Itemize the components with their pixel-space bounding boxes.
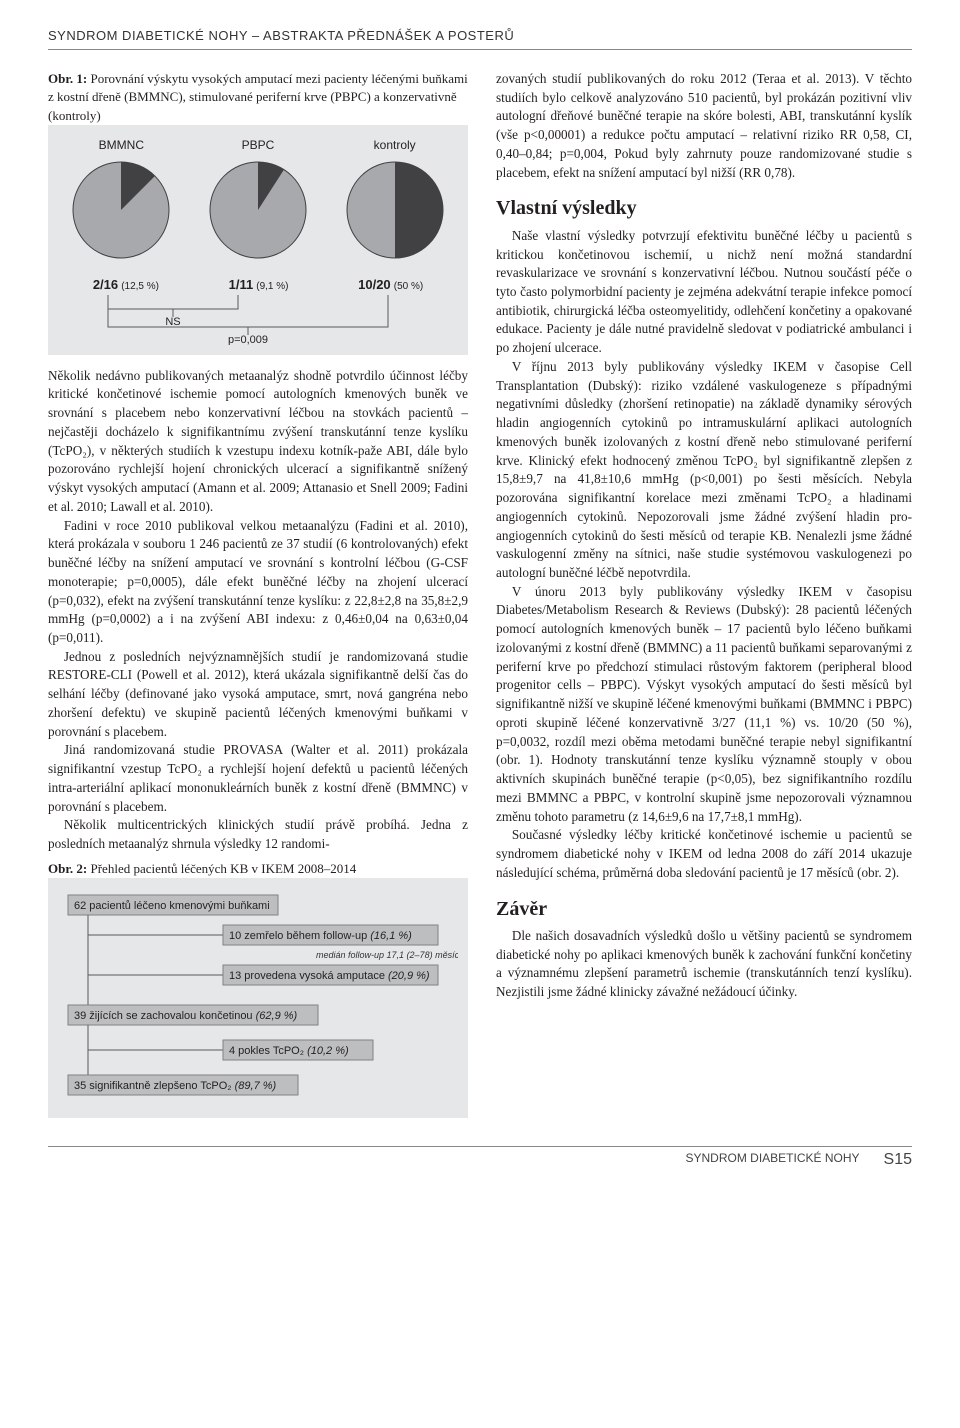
left-p2: Fadini v roce 2010 publikoval velkou met…: [48, 517, 468, 648]
heading-vlastni-vysledky: Vlastní výsledky: [496, 194, 912, 222]
right-p1: zovaných studií publikovaných do roku 20…: [496, 70, 912, 182]
right-column: zovaných studií publikovaných do roku 20…: [496, 70, 912, 1118]
svg-text:39 žijících se zachovalou konč: 39 žijících se zachovalou končetinou (62…: [74, 1010, 298, 1022]
svg-text:medián follow-up 17,1 (2–78) m: medián follow-up 17,1 (2–78) měsíců: [316, 950, 458, 960]
svg-text:p=0,009: p=0,009: [228, 334, 268, 345]
svg-text:13 provedena vysoká amputace (: 13 provedena vysoká amputace (20,9 %): [229, 970, 430, 982]
left-p4: Jiná randomizovaná studie PROVASA (Walte…: [48, 741, 468, 816]
stat-brackets: NS p=0,009: [58, 295, 458, 345]
footer-page: S15: [884, 1151, 912, 1169]
pie-pbpc: PBPC: [195, 137, 322, 266]
right-p3: V říjnu 2013 byly publikovány výsledky I…: [496, 358, 912, 583]
fig1-caption: Obr. 1: Porovnání výskytu vysokých amput…: [48, 70, 468, 125]
right-p2: Naše vlastní výsledky potvrzují efektivi…: [496, 227, 912, 358]
stat-bmmnc: 2/16 (12,5 %): [93, 276, 159, 295]
page-header: SYNDROM DIABETICKÉ NOHY – ABSTRAKTA PŘED…: [48, 28, 912, 50]
fig2-chart: 62 pacientů léčeno kmenovými buňkami 10 …: [48, 878, 468, 1118]
right-p4: V únoru 2013 byly publikovány výsledky I…: [496, 583, 912, 827]
left-p1: Několik nedávno publikovaných metaanalýz…: [48, 367, 468, 517]
svg-text:4 pokles TcPO₂ (10,2 %): 4 pokles TcPO₂ (10,2 %): [229, 1045, 349, 1057]
right-p5: Současné výsledky léčby kritické končeti…: [496, 826, 912, 882]
svg-text:35 signifikantně zlepšeno TcPO: 35 signifikantně zlepšeno TcPO₂ (89,7 %): [74, 1080, 277, 1092]
left-column: Obr. 1: Porovnání výskytu vysokých amput…: [48, 70, 468, 1118]
stat-kontroly: 10/20 (50 %): [358, 276, 423, 295]
pie-icon: [71, 160, 171, 260]
page-footer: SYNDROM DIABETICKÉ NOHY S15: [48, 1146, 912, 1169]
svg-text:NS: NS: [165, 316, 180, 328]
fig1-chart: BMMNC PBPC kontroly: [48, 125, 468, 354]
right-p6: Dle našich dosavadních výsledků došlo u …: [496, 927, 912, 1002]
svg-text:10 zemřelo během follow-up (16: 10 zemřelo během follow-up (16,1 %): [229, 930, 412, 942]
pie-icon: [208, 160, 308, 260]
pie-icon: [345, 160, 445, 260]
left-p3: Jednou z posledních nejvýznamnějších stu…: [48, 648, 468, 742]
left-p5: Několik multicentrických klinických stud…: [48, 816, 468, 853]
svg-text:62 pacientů léčeno kmenovými b: 62 pacientů léčeno kmenovými buňkami: [74, 900, 270, 912]
pie-kontroly: kontroly: [331, 137, 458, 266]
heading-zaver: Závěr: [496, 895, 912, 923]
fig2-caption: Obr. 2: Přehled pacientů léčených KB v I…: [48, 860, 468, 878]
pie-bmmnc: BMMNC: [58, 137, 185, 266]
footer-label: SYNDROM DIABETICKÉ NOHY: [686, 1151, 860, 1169]
stat-pbpc: 1/11 (9,1 %): [229, 276, 289, 295]
